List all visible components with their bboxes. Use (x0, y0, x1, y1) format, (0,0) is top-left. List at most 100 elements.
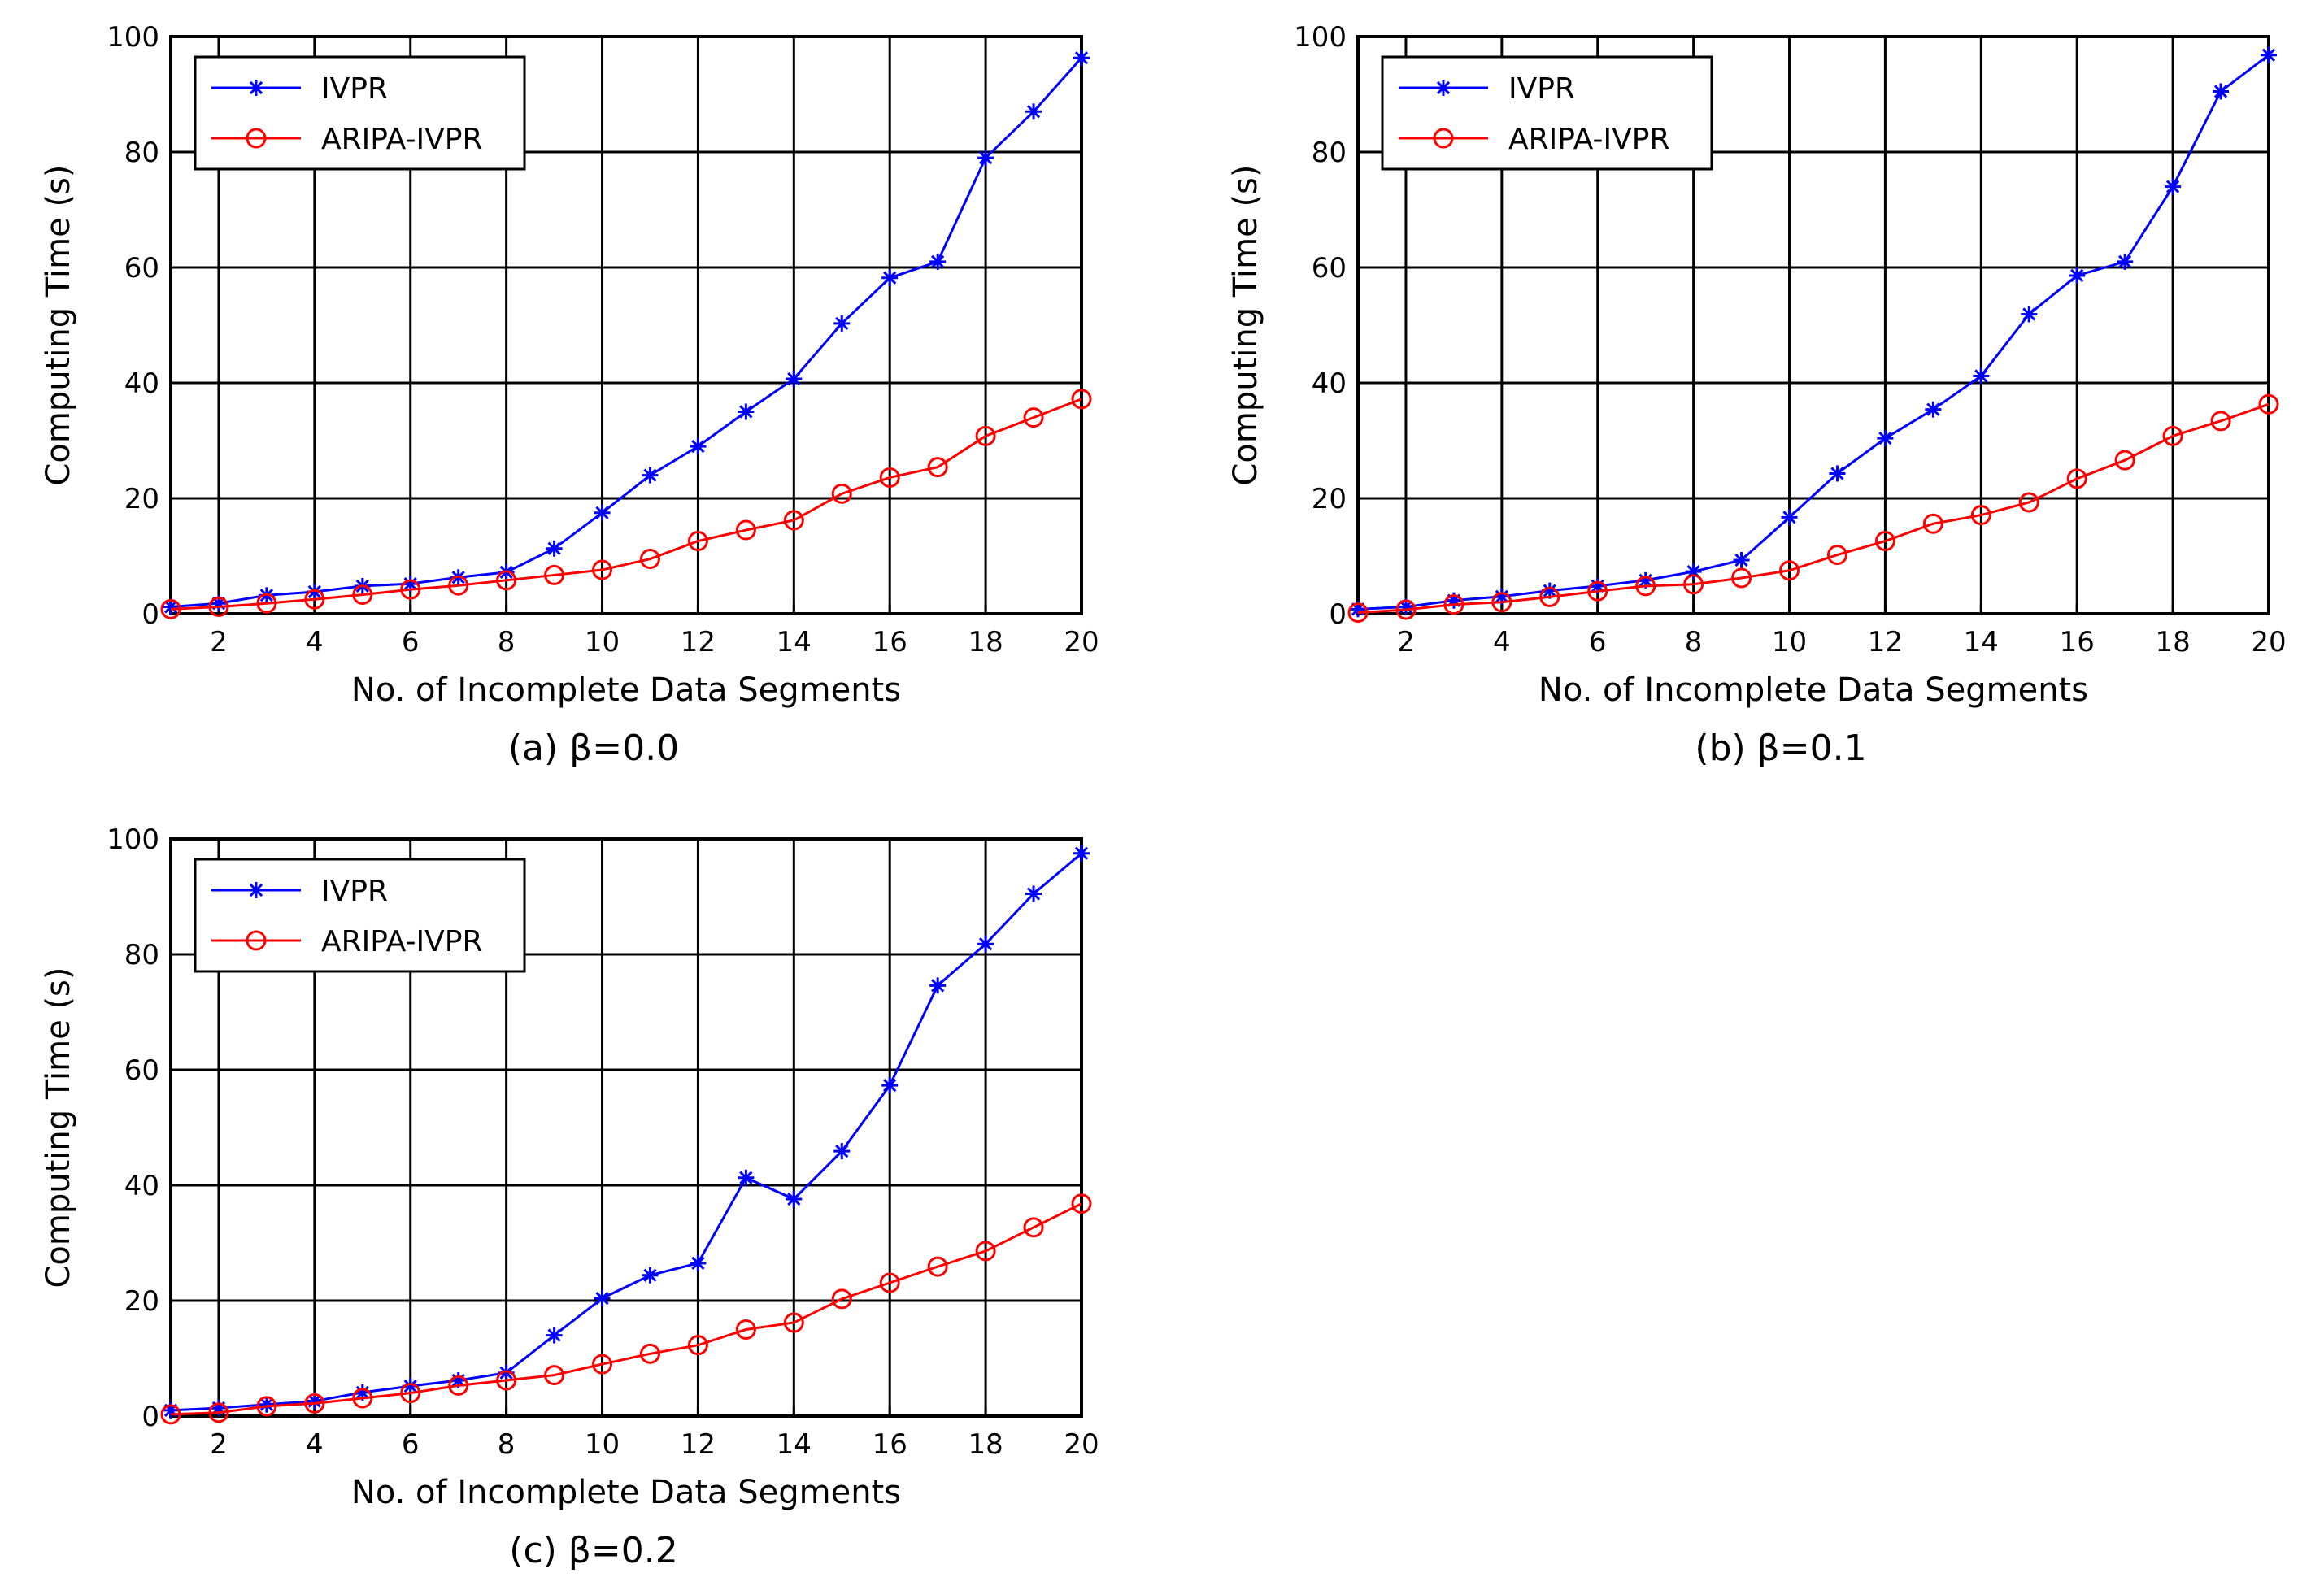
x-tick-label: 16 (873, 626, 907, 658)
data-point-asterisk (881, 269, 899, 286)
legend-marker-asterisk (248, 80, 264, 96)
data-point-circle (2018, 492, 2039, 513)
data-point-circle (400, 579, 421, 600)
data-point-asterisk (1073, 50, 1090, 67)
data-point-asterisk (258, 1396, 275, 1413)
data-point-circle (2258, 393, 2279, 415)
y-tick-label: 60 (124, 1054, 159, 1087)
asterisk-stroke (1974, 369, 1988, 383)
data-point-circle (160, 598, 181, 619)
data-point-circle (831, 1288, 852, 1310)
data-point-circle (1539, 586, 1560, 607)
data-point-circle (1826, 545, 1847, 566)
data-point-asterisk (2021, 306, 2038, 323)
asterisk-stroke (1926, 402, 1940, 416)
data-point-asterisk (833, 1143, 851, 1160)
asterisk-stroke (1734, 553, 1748, 567)
data-point-circle (496, 1370, 517, 1391)
series-line (170, 398, 1082, 611)
legend-label: ARIPA-IVPR (1508, 123, 1669, 156)
data-point-asterisk (833, 315, 851, 332)
asterisk-stroke (249, 883, 263, 897)
data-point-circle (304, 589, 325, 610)
data-point-asterisk (594, 1290, 611, 1307)
data-point-circle (1023, 1217, 1044, 1238)
asterisk-stroke (643, 468, 657, 482)
chart-caption: (b) β=0.1 (1695, 728, 1866, 769)
asterisk-stroke (835, 316, 849, 331)
y-tick-label: 80 (124, 137, 159, 169)
y-tick-label: 80 (124, 939, 159, 971)
legend-label: IVPR (321, 875, 388, 908)
y-tick-label: 20 (1312, 483, 1347, 515)
data-point-circle (256, 593, 277, 614)
data-point-asterisk (738, 403, 755, 420)
x-tick-label: 12 (681, 626, 716, 658)
data-point-circle (975, 1241, 996, 1262)
x-axis-label: No. of Incomplete Data Segments (1538, 671, 2088, 709)
data-point-asterisk (2069, 267, 2086, 284)
data-point-circle (592, 559, 613, 580)
y-tick-label: 20 (124, 1285, 159, 1318)
asterisk-stroke (2261, 48, 2276, 62)
data-point-asterisk (881, 1077, 899, 1094)
series-aripa-ivpr (160, 389, 1092, 619)
data-point-asterisk (306, 1393, 323, 1410)
asterisk-stroke (1074, 846, 1089, 860)
x-axis-label: No. of Incomplete Data Segments (351, 671, 901, 709)
data-point-circle (927, 1256, 948, 1277)
legend: IVPR ARIPA-IVPR (1381, 55, 1713, 171)
x-tick-label: 16 (873, 1428, 907, 1461)
data-point-asterisk (642, 467, 659, 484)
legend-marker-circle (246, 128, 267, 149)
legend-label: IVPR (1508, 72, 1575, 106)
data-point-asterisk (690, 1254, 707, 1271)
data-point-circle (879, 1272, 900, 1293)
asterisk-stroke (691, 1256, 705, 1270)
data-point-asterisk (786, 371, 803, 388)
y-tick-label: 60 (124, 252, 159, 285)
y-axis-label: Computing Time (s) (40, 164, 77, 485)
data-point-circle (208, 1402, 229, 1423)
x-tick-label: 2 (210, 626, 228, 658)
x-tick-label: 6 (402, 1428, 420, 1461)
asterisk-stroke (931, 254, 945, 269)
data-point-circle (1779, 560, 1800, 581)
data-point-circle (352, 584, 373, 606)
data-point-asterisk (1781, 509, 1798, 526)
x-tick-label: 4 (306, 626, 324, 658)
x-tick-label: 4 (1493, 626, 1511, 658)
y-tick-label: 100 (107, 823, 159, 856)
legend-label: ARIPA-IVPR (321, 925, 482, 958)
x-tick-label: 2 (1397, 626, 1415, 658)
x-tick-label: 14 (777, 1428, 812, 1461)
data-point-circle (1071, 1193, 1092, 1214)
data-point-circle (2114, 450, 2135, 471)
data-point-circle (2210, 411, 2231, 432)
asterisk-stroke (1495, 589, 1508, 603)
data-point-circle (1347, 602, 1369, 624)
asterisk-stroke (1782, 511, 1796, 524)
asterisk-stroke (249, 80, 263, 95)
legend-marker-circle (246, 930, 267, 951)
data-point-circle (1731, 567, 1752, 589)
data-point-asterisk (1025, 885, 1042, 902)
data-point-circle (735, 519, 756, 541)
legend-marker-asterisk (248, 882, 264, 898)
data-point-asterisk (1829, 465, 1846, 482)
asterisk-stroke (499, 1366, 513, 1380)
x-tick-label: 4 (306, 1428, 324, 1461)
chart-panel-b: 2 4 6 8 10 12 14 16 18 20 0 20 40 60 80 100 No. of Incom… (1227, 21, 2287, 769)
x-tick-label: 8 (498, 1428, 516, 1461)
data-point-circle (1395, 599, 1417, 620)
series-aripa-ivpr (160, 1193, 1092, 1425)
asterisk-stroke (2213, 85, 2228, 98)
series-line (170, 1202, 1082, 1416)
asterisk-stroke (643, 1268, 657, 1282)
x-tick-label: 18 (968, 1428, 1003, 1461)
series-ivpr (1350, 46, 2277, 618)
data-point-circle (496, 570, 517, 591)
data-point-asterisk (2165, 178, 2182, 195)
data-point-circle (735, 1319, 756, 1340)
x-tick-label: 20 (1064, 1428, 1099, 1461)
